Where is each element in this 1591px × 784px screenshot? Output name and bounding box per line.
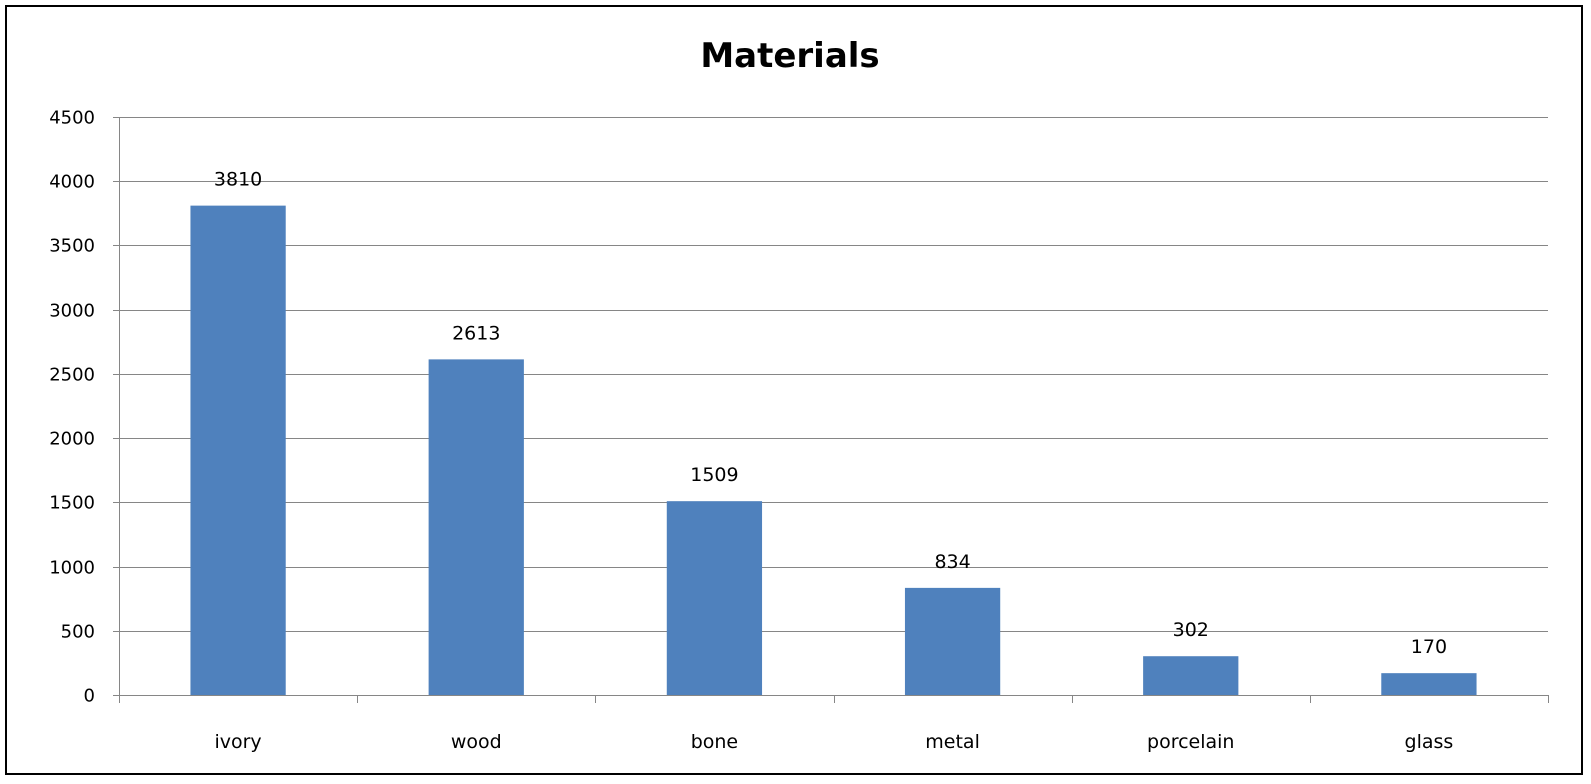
bars bbox=[190, 205, 1477, 696]
data-label-porcelain: 302 bbox=[1173, 619, 1209, 641]
data-label-wood: 2613 bbox=[452, 322, 500, 344]
y-tick-label: 4500 bbox=[49, 108, 95, 129]
x-axis-ticks: ivory wood bone metal porcelain glass bbox=[119, 695, 1549, 753]
y-tick-label: 3500 bbox=[49, 236, 95, 257]
chart-title: Materials bbox=[700, 36, 879, 76]
x-tick-label-ivory: ivory bbox=[214, 731, 261, 753]
y-tick-label: 500 bbox=[61, 622, 95, 643]
x-tick-label-porcelain: porcelain bbox=[1147, 731, 1234, 753]
y-tick-label: 1500 bbox=[49, 493, 95, 514]
y-axis-ticks: 0 500 1000 1500 2000 2500 3000 3500 4000 4500 bbox=[49, 108, 119, 707]
bar-bone bbox=[666, 501, 763, 695]
data-label-glass: 170 bbox=[1411, 636, 1447, 658]
bar-glass bbox=[1381, 673, 1477, 695]
x-tick-label-wood: wood bbox=[451, 731, 502, 753]
x-tick-label-metal: metal bbox=[925, 731, 980, 753]
bar-wood bbox=[428, 359, 524, 695]
y-tick-label: 0 bbox=[84, 686, 95, 707]
y-tick-label: 4000 bbox=[49, 172, 95, 193]
x-tick-label-bone: bone bbox=[691, 731, 738, 753]
y-tick-label: 3000 bbox=[49, 301, 95, 322]
x-tick-label-glass: glass bbox=[1405, 731, 1454, 753]
data-labels: 3810 2613 1509 834 302 170 bbox=[214, 169, 1447, 659]
y-tick-label: 2000 bbox=[49, 429, 95, 450]
bar-ivory bbox=[190, 205, 286, 696]
axes bbox=[119, 117, 1548, 696]
data-label-metal: 834 bbox=[934, 551, 970, 573]
bar-metal bbox=[904, 587, 1001, 695]
bar-porcelain bbox=[1143, 656, 1239, 695]
y-tick-label: 1000 bbox=[49, 558, 95, 579]
y-tick-label: 2500 bbox=[49, 365, 95, 386]
data-label-bone: 1509 bbox=[690, 464, 738, 486]
data-label-ivory: 3810 bbox=[214, 169, 262, 191]
gridlines bbox=[119, 117, 1548, 632]
